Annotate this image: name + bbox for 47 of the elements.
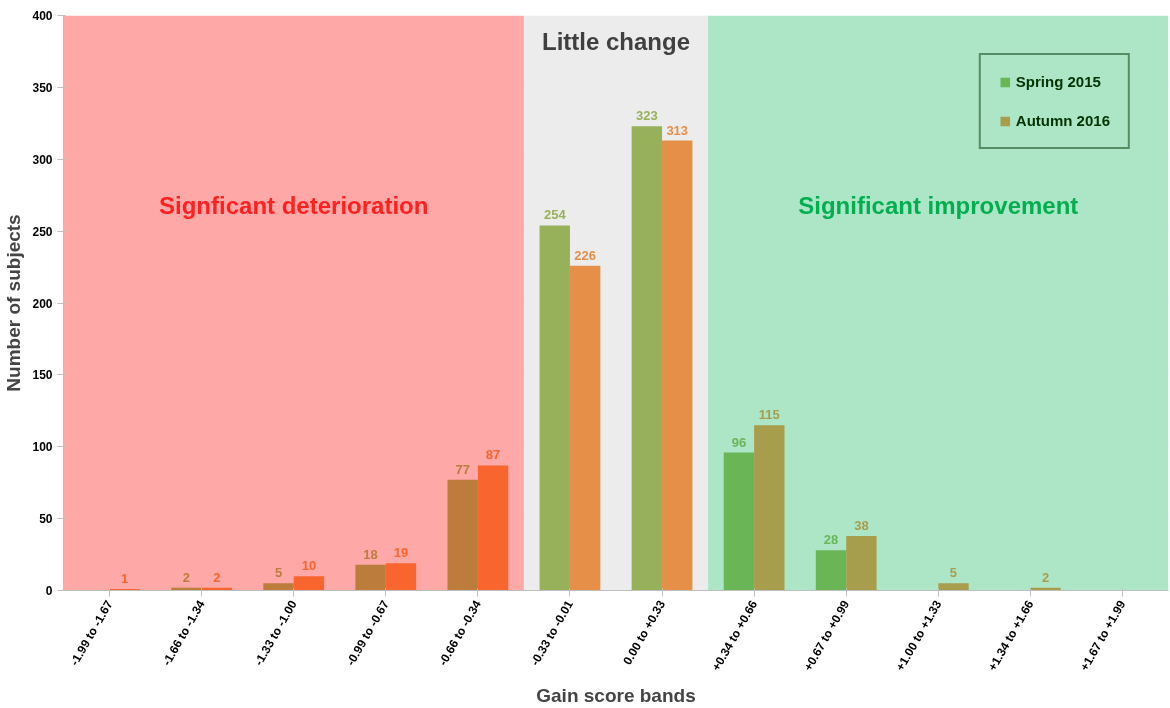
x-tick-label: +0.67 to +0.99 — [800, 597, 853, 674]
band-label: Little change — [541, 27, 691, 55]
data-label: 77 — [455, 461, 470, 477]
y-tick-label: 350 — [32, 80, 53, 95]
data-label: 313 — [666, 122, 689, 138]
data-label: 226 — [574, 247, 597, 263]
x-tick-label: -1.66 to -1.34 — [159, 597, 208, 669]
data-label: 5 — [949, 565, 958, 581]
y-tick-label: 400 — [32, 9, 53, 23]
data-label: 115 — [758, 407, 780, 423]
y-tick-label: 100 — [32, 440, 53, 455]
data-label: 323 — [636, 108, 658, 124]
data-label: 2 — [213, 569, 221, 585]
legend-label: Spring 2015 — [1015, 73, 1101, 90]
x-axis-title: Gain score bands — [536, 684, 696, 706]
data-label: 28 — [823, 532, 839, 548]
y-tick-label: 0 — [45, 584, 53, 598]
data-label: 19 — [393, 545, 409, 561]
data-label: 254 — [543, 207, 567, 223]
data-label: 2 — [182, 569, 191, 585]
y-tick-label: 250 — [32, 224, 53, 239]
legend-label: Autumn 2016 — [1015, 112, 1110, 129]
data-label: 10 — [301, 558, 317, 574]
y-tick-label: 300 — [32, 152, 53, 167]
x-tick-label: -1.33 to -1.00 — [251, 597, 300, 669]
x-tick-label: -0.66 to -0.34 — [435, 597, 485, 669]
x-tick-label: -0.33 to -0.01 — [527, 597, 577, 669]
y-axis-title: Number of subjects — [3, 214, 25, 392]
x-tick-label: +0.34 to +0.66 — [708, 597, 761, 674]
x-tick-label: +1.67 to +1.99 — [1077, 597, 1129, 674]
x-tick-label: 0.00 to +0.33 — [620, 597, 669, 668]
data-label: 2 — [1041, 569, 1050, 585]
data-label: 1 — [121, 571, 129, 587]
band-label: Signficant deterioration — [159, 191, 429, 219]
data-label: 38 — [854, 517, 869, 533]
y-tick-label: 50 — [39, 512, 53, 527]
y-tick-label: 150 — [32, 368, 53, 383]
x-tick-label: +1.00 to +1.33 — [893, 597, 945, 674]
data-label: 5 — [274, 565, 283, 581]
data-label: 87 — [485, 447, 501, 463]
x-tick-label: -1.99 to -1.67 — [67, 597, 116, 669]
x-tick-label: -0.99 to -0.67 — [343, 597, 393, 669]
data-label: 18 — [363, 546, 378, 562]
data-label: 96 — [731, 434, 747, 450]
y-tick-label: 200 — [32, 296, 53, 311]
band-label: Significant improvement — [798, 191, 1079, 219]
x-tick-label: +1.34 to +1.66 — [985, 597, 1037, 674]
